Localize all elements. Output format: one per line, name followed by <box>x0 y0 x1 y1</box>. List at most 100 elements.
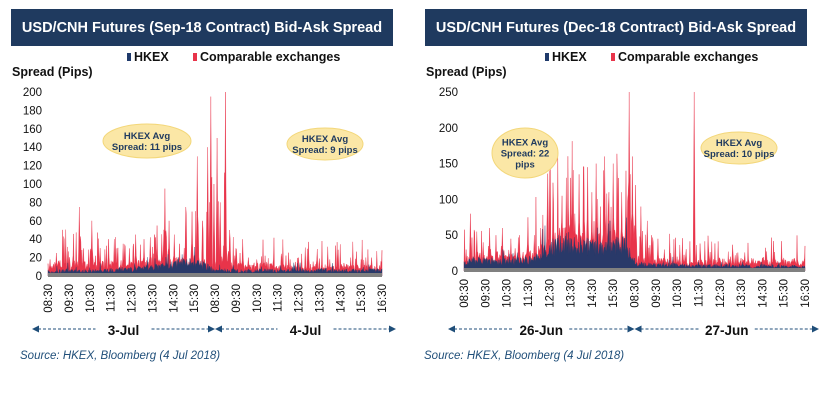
x-tick-label: 09:30 <box>64 284 76 313</box>
x-tick-label: 11:30 <box>523 279 535 307</box>
callout-text: Spread: 10 pips <box>704 149 775 160</box>
series-hkex-area <box>463 217 806 272</box>
day-axis: 26-Jun 27-Jun <box>448 323 819 338</box>
x-tick-label: 12:30 <box>127 284 139 313</box>
y-tick-label: 250 <box>439 87 458 99</box>
callout-text: pips <box>515 160 535 171</box>
y-tick-label: 100 <box>23 179 42 191</box>
x-tick-label: 08:30 <box>210 284 222 313</box>
x-tick-label: 10:30 <box>252 284 264 313</box>
y-tick-label: 120 <box>23 161 42 173</box>
x-tick-label: 13:30 <box>147 284 159 313</box>
legend-label-comparable: Comparable exchanges <box>200 50 340 64</box>
y-tick-label: 80 <box>29 197 42 209</box>
y-axis-label: Spread (Pips) <box>426 65 507 79</box>
callout-text: Spread: 9 pips <box>292 145 357 156</box>
x-tick-label: 16:30 <box>800 279 812 308</box>
day-arrow-head <box>32 325 39 333</box>
x-tick-label: 10:30 <box>502 279 514 308</box>
series-comparable-exchanges-area <box>463 91 806 272</box>
day-arrow-head <box>215 325 222 333</box>
day-arrow-head <box>448 325 455 333</box>
day-axis: 3-Jul 4-Jul <box>32 323 396 338</box>
x-tick-label: 11:30 <box>106 284 118 312</box>
callout-bubble <box>700 131 778 165</box>
x-tick-label: 12:30 <box>544 279 556 308</box>
x-tick-label: 14:30 <box>757 279 769 308</box>
y-tick-label: 200 <box>439 123 458 135</box>
x-tick-label: 16:30 <box>377 284 389 313</box>
x-tick-label: 14:30 <box>587 279 599 308</box>
y-axis-label: Spread (Pips) <box>12 65 93 79</box>
x-axis: 08:30 09:30 10:30 11:30 12:30 13:30 14:30 15:30… <box>43 284 389 313</box>
callout-text: Spread: 11 pips <box>112 142 182 153</box>
x-tick-label: 11:30 <box>273 284 285 312</box>
x-tick-label: 15:30 <box>356 284 368 313</box>
x-tick-label: 08:30 <box>43 284 55 313</box>
callout-text: HKEX Avg <box>124 131 170 142</box>
y-tick-label: 200 <box>23 87 42 99</box>
x-tick-label: 15:30 <box>779 279 791 308</box>
day-arrow-head <box>634 325 642 333</box>
x-axis-baseline <box>464 268 805 272</box>
x-tick-label: 09:30 <box>231 284 243 313</box>
callout-bubble <box>286 127 364 161</box>
x-tick-label: 12:30 <box>294 284 306 313</box>
x-tick-label: 11:30 <box>693 279 705 307</box>
callout-text: HKEX Avg <box>716 138 762 149</box>
source-note: Source: HKEX, Bloomberg (4 Jul 2018) <box>424 350 625 362</box>
x-tick-label: 09:30 <box>651 279 663 308</box>
callout-bubble <box>102 123 192 159</box>
y-tick-label: 140 <box>23 142 42 154</box>
y-tick-label: 50 <box>445 230 458 242</box>
callout-text: HKEX Avg <box>502 138 548 149</box>
legend-swatch-comparable <box>193 53 197 61</box>
day-label: 26-Jun <box>519 323 563 338</box>
y-axis: 0 50 100 150 200 250 <box>439 87 458 278</box>
legend-label-comparable: Comparable exchanges <box>618 50 758 64</box>
y-tick-label: 100 <box>439 194 458 206</box>
series-comparable-exchanges-area <box>47 91 383 277</box>
x-axis: 08:30 09:30 10:30 11:30 12:30 13:30 14:30 15:30… <box>459 279 812 308</box>
y-tick-label: 20 <box>29 253 42 265</box>
x-tick-label: 15:30 <box>608 279 620 308</box>
x-tick-label: 15:30 <box>189 284 201 313</box>
chart-panel-sep18: USD/CNH Futures (Sep-18 Contract) Bid-As… <box>0 0 410 417</box>
legend-swatch-hkex <box>127 53 131 61</box>
chart-title: USD/CNH Futures (Dec-18 Contract) Bid-As… <box>425 9 807 46</box>
legend-label-hkex: HKEX <box>552 50 587 64</box>
x-tick-label: 10:30 <box>85 284 97 313</box>
x-tick-label: 08:30 <box>459 279 471 308</box>
day-arrow-head <box>812 325 819 333</box>
x-tick-label: 14:30 <box>335 284 347 313</box>
day-label: 27-Jun <box>705 323 749 338</box>
legend-swatch-hkex <box>545 53 549 61</box>
day-label: 4-Jul <box>290 323 322 338</box>
y-tick-label: 160 <box>23 124 42 136</box>
legend: HKEX Comparable exchanges <box>545 50 758 64</box>
chart-sep18-svg: HKEX Comparable exchanges Spread (Pips) 0 20… <box>12 50 396 338</box>
day-arrow-head <box>627 325 635 333</box>
x-tick-label: 13:30 <box>736 279 748 308</box>
x-axis-baseline <box>48 273 382 277</box>
chart-panel-dec18: USD/CNH Futures (Dec-18 Contract) Bid-As… <box>412 0 822 417</box>
x-tick-label: 13:30 <box>314 284 326 313</box>
day-label: 3-Jul <box>108 323 140 338</box>
x-tick-label: 12:30 <box>715 279 727 308</box>
y-tick-label: 40 <box>29 234 42 246</box>
legend-swatch-comparable <box>611 53 615 61</box>
chart-dec18-svg: HKEX Comparable exchanges Spread (Pips) 0 50… <box>426 50 819 338</box>
x-tick-label: 13:30 <box>566 279 578 308</box>
legend: HKEX Comparable exchanges <box>127 50 340 64</box>
x-tick-label: 08:30 <box>630 279 642 308</box>
series-hkex-area <box>47 246 383 277</box>
y-tick-label: 180 <box>23 105 42 117</box>
y-axis: 0 20 40 60 80 100 120 140 160 180 200 <box>23 87 42 283</box>
y-tick-label: 0 <box>36 271 42 283</box>
day-arrow-head <box>208 325 215 333</box>
chart-title: USD/CNH Futures (Sep-18 Contract) Bid-As… <box>11 9 393 46</box>
